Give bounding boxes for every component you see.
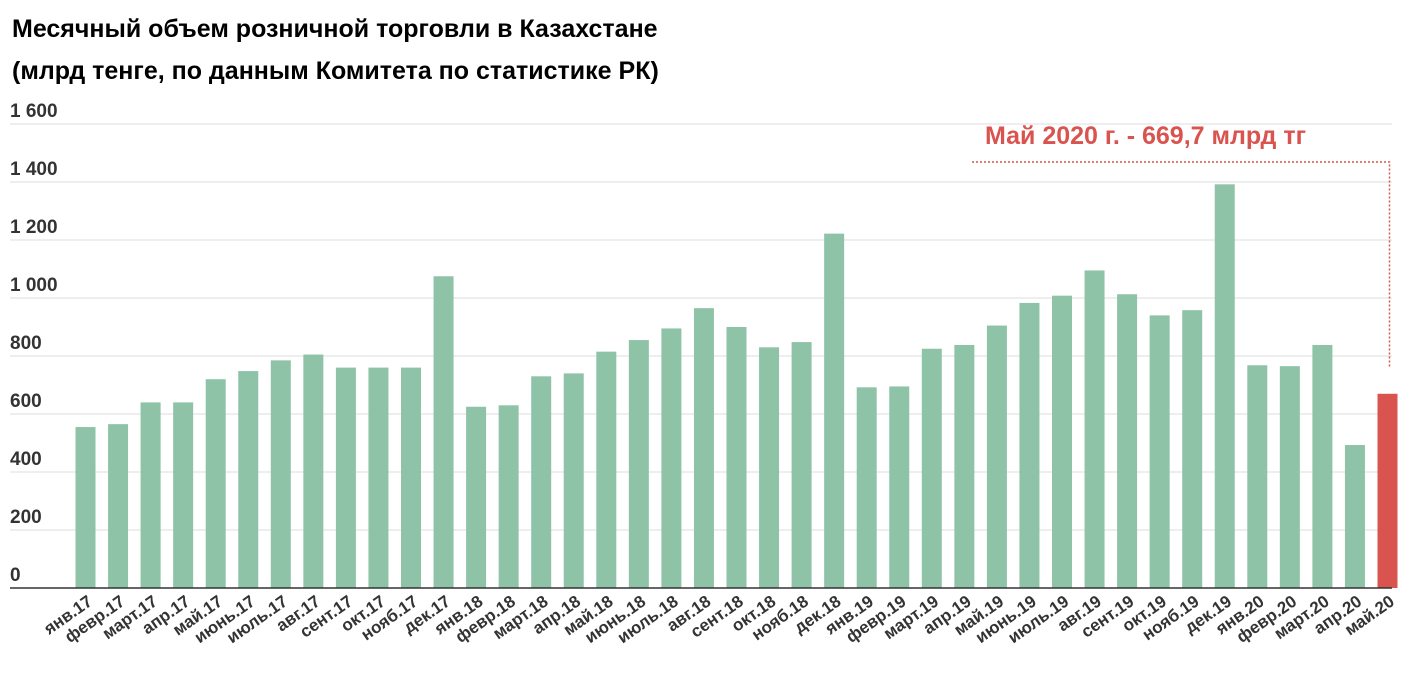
bar	[759, 347, 780, 588]
bars	[75, 184, 1398, 588]
bar	[433, 276, 454, 588]
bar	[563, 373, 584, 588]
bar	[986, 325, 1007, 588]
bar	[1312, 344, 1333, 588]
bar	[661, 328, 682, 588]
bar	[140, 402, 161, 588]
bar	[173, 402, 194, 588]
annotation-label: Май 2020 г. - 669,7 млрд тг	[985, 122, 1306, 150]
bar	[693, 308, 714, 588]
bar	[238, 371, 259, 588]
bar	[270, 360, 291, 588]
chart-title-line2: (млрд тенге, по данным Комитета по стати…	[12, 57, 659, 85]
y-tick-label: 400	[10, 449, 42, 470]
y-tick-label: 1 000	[10, 275, 58, 296]
bar	[1084, 270, 1105, 588]
bar	[531, 376, 552, 588]
bar	[205, 379, 226, 588]
bar	[335, 367, 356, 588]
y-axis-ticks: 0 200 400 600 800 1 000 1 200 1 400 1 600	[10, 101, 58, 586]
y-tick-label: 600	[10, 391, 42, 412]
bar	[1279, 366, 1300, 588]
y-tick-label: 0	[10, 565, 21, 586]
bar	[75, 427, 96, 588]
bar	[1214, 184, 1235, 588]
bar	[596, 351, 617, 588]
bar	[824, 233, 845, 588]
bar	[726, 327, 747, 588]
bar	[108, 424, 129, 588]
bar	[921, 348, 942, 588]
bar	[1117, 294, 1138, 588]
y-tick-label: 200	[10, 507, 42, 528]
bar	[1019, 302, 1040, 588]
bar	[954, 344, 975, 588]
bar	[466, 406, 487, 588]
y-tick-label: 1 600	[10, 101, 58, 122]
bar	[1052, 295, 1072, 588]
chart-title-line1: Месячный объем розничной торговли в Каза…	[12, 15, 658, 43]
bar	[1149, 315, 1170, 588]
chart-title: Месячный объем розничной торговли в Каза…	[12, 8, 659, 92]
annotation-leader-line	[972, 161, 1391, 368]
y-tick-label: 1 200	[10, 217, 58, 238]
bar	[368, 367, 389, 588]
bar	[498, 405, 519, 588]
bar	[856, 387, 877, 588]
bar	[791, 342, 812, 588]
bar	[1344, 445, 1365, 588]
x-axis-labels: янв.17февр.17март.17апр.17май.17июнь.17и…	[40, 592, 1398, 647]
bar-highlight	[1377, 393, 1398, 588]
bar	[1182, 310, 1203, 588]
bar	[303, 354, 324, 588]
y-tick-label: 1 400	[10, 159, 58, 180]
y-tick-label: 800	[10, 333, 42, 354]
bar	[889, 386, 910, 588]
bar	[1247, 365, 1268, 588]
bar	[628, 340, 649, 588]
annotation: Май 2020 г. - 669,7 млрд тг	[972, 122, 1391, 368]
bar	[401, 367, 421, 588]
